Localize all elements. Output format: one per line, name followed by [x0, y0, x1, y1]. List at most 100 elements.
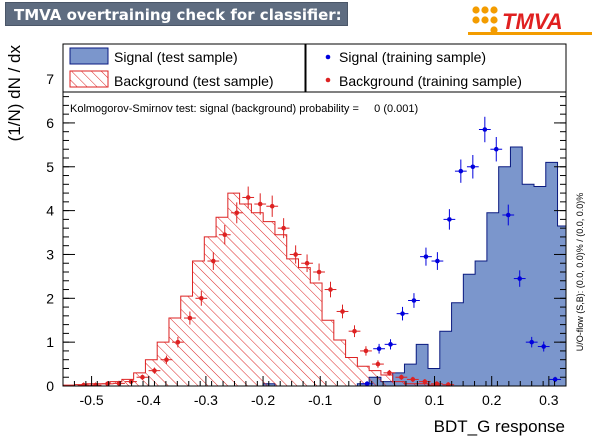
signal-training-point: [490, 137, 503, 162]
legend-swatch-background-test: [69, 70, 109, 88]
background-training-point-dot: [199, 296, 204, 301]
signal-training-point-dot: [435, 258, 440, 264]
signal-training-point-dot: [447, 217, 452, 222]
signal-training-point-dot: [376, 346, 382, 352]
y-tick-label: 0: [46, 378, 54, 394]
background-training-point: [372, 360, 384, 368]
x-tick-label: 0: [373, 392, 381, 408]
background-training-point: [277, 218, 290, 239]
signal-training-point: [525, 336, 538, 348]
signal-training-point-dot: [482, 127, 488, 132]
signal-training-point-dot: [388, 342, 393, 347]
signal-training-point: [549, 376, 562, 383]
background-training-point: [336, 304, 349, 319]
y-tick-label: 2: [46, 290, 54, 306]
signal-training-point-dot: [423, 254, 429, 259]
signal-training-point: [443, 209, 456, 230]
x-tick-label: 0.2: [482, 392, 502, 408]
background-training-point: [195, 290, 208, 306]
background-training-point-dot: [445, 382, 451, 386]
legend-box-training: [305, 43, 567, 93]
background-training-point: [254, 193, 267, 215]
background-training-point-dot: [375, 361, 381, 367]
signal-training-point-dot: [458, 168, 464, 174]
plot-title: TMVA overtraining check for classifier: …: [5, 2, 401, 26]
signal-training-point: [361, 381, 373, 386]
background-training-point-dot: [222, 232, 228, 238]
background-training-point: [301, 254, 313, 273]
background-training-point: [324, 281, 337, 298]
background-training-point: [348, 325, 361, 338]
y-tick-label: 3: [46, 246, 54, 262]
signal-training-point: [396, 306, 409, 321]
signal-training-point: [454, 159, 467, 183]
y-axis-label: (1/N) dN / dx: [5, 45, 24, 142]
ks-test-annotation: Kolmogorov-Smirnov test: signal (backgro…: [70, 103, 418, 115]
x-tick-label: -0.2: [251, 392, 275, 408]
x-tick-label: -0.3: [194, 392, 218, 408]
background-training-point-dot: [187, 315, 193, 321]
signal-training-point: [478, 116, 491, 143]
x-tick-label: 0.1: [425, 392, 445, 408]
background-training-point-dot: [245, 195, 251, 200]
legend-swatch-signal-test: [69, 47, 109, 65]
background-training-point: [136, 374, 149, 380]
signal-training-point-dot: [529, 339, 535, 345]
background-training-point: [77, 382, 90, 386]
y-tick-label: 5: [46, 159, 54, 175]
background-training-point-dot: [81, 382, 86, 386]
background-training-point: [395, 374, 408, 380]
signal-training-point-dot: [411, 298, 417, 303]
signal-training-point: [384, 339, 397, 350]
background-training-point-dot: [410, 377, 416, 382]
background-training-point: [442, 382, 455, 386]
signal-training-point-dot: [505, 212, 511, 218]
background-training-point-dot: [175, 339, 181, 345]
x-tick-label: -0.1: [308, 392, 332, 408]
background-training-point: [383, 369, 396, 376]
background-training-point: [160, 355, 173, 364]
background-training-point-dot: [363, 348, 369, 354]
background-training-point-dot: [211, 258, 216, 264]
background-training-point: [289, 245, 302, 264]
signal-training-point: [502, 204, 515, 226]
signal-training-point-dot: [552, 377, 558, 382]
background-training-point-dot: [164, 357, 169, 362]
x-tick-label: -0.4: [137, 392, 161, 408]
background-training-point: [230, 202, 243, 224]
x-axis-label: BDT_G response: [434, 417, 565, 436]
background-training-point: [218, 224, 231, 245]
background-training-point: [148, 367, 161, 374]
signal-training-point: [408, 293, 420, 308]
signal-test-histogram: [63, 146, 566, 386]
signal-training-point: [431, 252, 444, 270]
overflow-note: U/O-flow (S,B): (0.0, 0.0)% / (0.0, 0.0)…: [575, 193, 585, 352]
signal-training-point-dot: [493, 146, 499, 152]
background-training-point-dot: [422, 379, 428, 384]
background-training-point-dot: [128, 379, 134, 384]
x-tick-label: 0.3: [539, 392, 559, 408]
y-tick-label: 1: [46, 334, 54, 350]
legend-marker-background-training: [325, 77, 331, 83]
signal-training-point-dot: [400, 311, 405, 316]
tmva-logo: TMVA: [468, 6, 592, 35]
background-training-point-dot: [316, 269, 322, 275]
background-training-point-dot: [269, 203, 275, 209]
signal-training-point-dot: [364, 381, 370, 386]
signal-training-point: [373, 343, 385, 354]
background-training-point-dot: [93, 382, 98, 386]
y-tick-label: 4: [46, 203, 54, 219]
background-training-point: [125, 378, 137, 385]
y-tick-label: 7: [46, 71, 54, 87]
legend-label-background-training: Background (training sample): [339, 73, 522, 89]
background-training-point-dot: [434, 381, 440, 386]
background-training-point-dot: [304, 260, 310, 266]
background-training-point: [406, 376, 419, 383]
background-training-point: [242, 186, 255, 209]
legend-label-signal-training: Signal (training sample): [339, 49, 486, 65]
signal-training-point: [513, 270, 526, 287]
background-training-point-dot: [234, 210, 240, 216]
x-tick-label: -0.5: [80, 392, 104, 408]
background-training-point: [172, 336, 184, 348]
